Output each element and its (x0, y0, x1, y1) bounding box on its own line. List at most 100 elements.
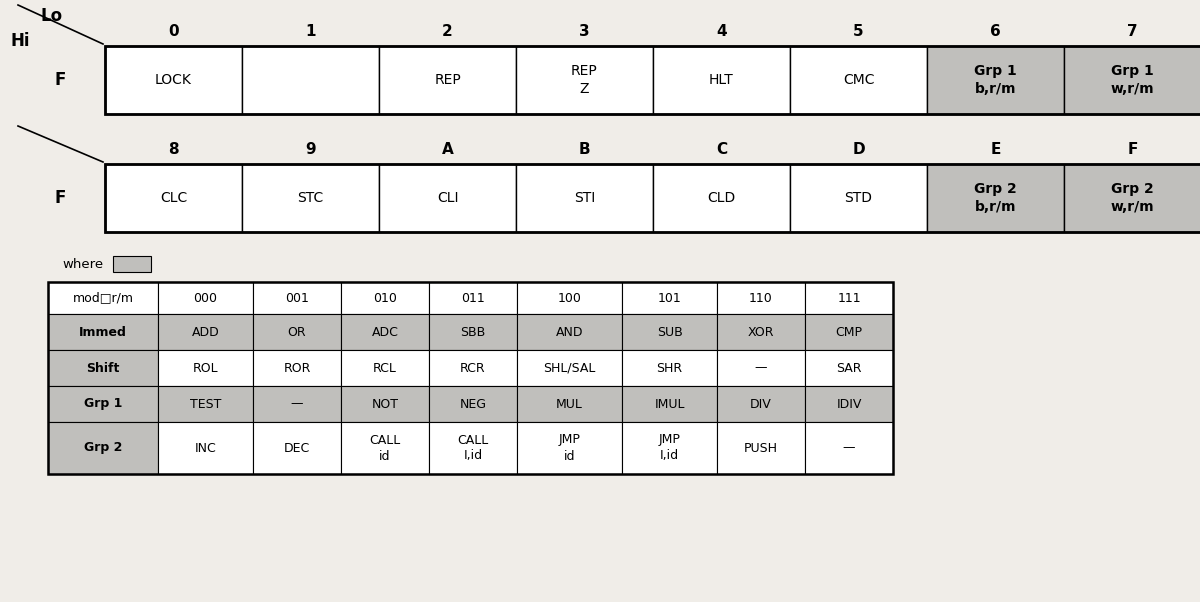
Text: SHR: SHR (656, 361, 683, 374)
Bar (242, 164, 379, 232)
Text: CLC: CLC (160, 191, 187, 205)
Bar (718, 350, 805, 386)
Text: PUSH: PUSH (744, 441, 778, 455)
Bar (158, 350, 253, 386)
Bar (622, 314, 718, 350)
Text: A: A (442, 143, 454, 158)
Text: mod□r/m: mod□r/m (72, 291, 133, 305)
Text: NOT: NOT (372, 397, 398, 411)
Text: B: B (578, 143, 590, 158)
Text: STC: STC (298, 191, 324, 205)
Text: Grp 1
w,r/m: Grp 1 w,r/m (1111, 64, 1154, 96)
Bar (48, 422, 158, 474)
Bar (430, 422, 517, 474)
Bar (253, 282, 341, 314)
Text: 000: 000 (193, 291, 217, 305)
Bar (253, 386, 341, 422)
Text: —: — (755, 361, 767, 374)
Text: F: F (54, 71, 66, 89)
Bar (517, 314, 622, 350)
Text: 0: 0 (168, 25, 179, 40)
Bar (379, 46, 516, 114)
Bar (430, 386, 517, 422)
Text: SBB: SBB (461, 326, 486, 338)
Text: 3: 3 (580, 25, 590, 40)
Text: CMP: CMP (835, 326, 863, 338)
Text: SUB: SUB (656, 326, 683, 338)
Bar (341, 350, 430, 386)
Text: ROL: ROL (193, 361, 218, 374)
Text: XOR: XOR (748, 326, 774, 338)
Bar (517, 282, 622, 314)
Bar (158, 282, 253, 314)
Text: F: F (1127, 143, 1138, 158)
Text: 9: 9 (305, 143, 316, 158)
Text: NEG: NEG (460, 397, 486, 411)
Bar (158, 386, 253, 422)
Bar (341, 422, 430, 474)
Text: CLI: CLI (437, 191, 458, 205)
Bar (718, 422, 805, 474)
Text: ADC: ADC (372, 326, 398, 338)
Text: 4: 4 (716, 25, 727, 40)
Text: CALL
I,id: CALL I,id (457, 433, 488, 462)
Bar (622, 422, 718, 474)
Bar (622, 386, 718, 422)
Text: RCR: RCR (460, 361, 486, 374)
Text: CMC: CMC (842, 73, 875, 87)
Text: 100: 100 (558, 291, 582, 305)
Bar (622, 350, 718, 386)
Text: —: — (290, 397, 304, 411)
Text: Lo: Lo (40, 7, 62, 25)
Text: 7: 7 (1127, 25, 1138, 40)
Bar (106, 164, 242, 232)
Bar (516, 46, 653, 114)
Text: ADD: ADD (192, 326, 220, 338)
Text: 2: 2 (442, 25, 452, 40)
Bar (48, 386, 158, 422)
Text: DEC: DEC (284, 441, 310, 455)
Text: Hi: Hi (10, 32, 30, 50)
Bar (517, 386, 622, 422)
Bar (517, 350, 622, 386)
Text: Shift: Shift (86, 361, 120, 374)
Text: TEST: TEST (190, 397, 221, 411)
Bar (48, 350, 158, 386)
Bar (1064, 164, 1200, 232)
Text: CLD: CLD (707, 191, 736, 205)
Text: 110: 110 (749, 291, 773, 305)
Bar (106, 164, 1200, 232)
Text: 011: 011 (461, 291, 485, 305)
Bar (48, 282, 158, 314)
Text: 010: 010 (373, 291, 397, 305)
Text: ROR: ROR (283, 361, 311, 374)
Text: 111: 111 (838, 291, 860, 305)
Text: REP: REP (434, 73, 461, 87)
Text: LOCK: LOCK (155, 73, 192, 87)
Bar (790, 164, 928, 232)
Bar (516, 164, 653, 232)
Bar (158, 314, 253, 350)
Text: RCL: RCL (373, 361, 397, 374)
Bar (106, 46, 1200, 114)
Text: E: E (990, 143, 1001, 158)
Text: D: D (852, 143, 865, 158)
Text: F: F (54, 189, 66, 207)
Bar (113, 256, 151, 272)
Text: MUL: MUL (556, 397, 583, 411)
Bar (253, 422, 341, 474)
Text: HLT: HLT (709, 73, 734, 87)
Text: Grp 2
w,r/m: Grp 2 w,r/m (1111, 182, 1154, 214)
Text: C: C (716, 143, 727, 158)
Bar (430, 314, 517, 350)
Bar (341, 386, 430, 422)
Text: JMP
id: JMP id (558, 433, 581, 462)
Text: Grp 1
b,r/m: Grp 1 b,r/m (974, 64, 1016, 96)
Bar (928, 164, 1064, 232)
Bar (48, 282, 893, 474)
Bar (805, 350, 893, 386)
Text: Grp 1: Grp 1 (84, 397, 122, 411)
Text: SAR: SAR (836, 361, 862, 374)
Text: IMUL: IMUL (654, 397, 685, 411)
Bar (517, 422, 622, 474)
